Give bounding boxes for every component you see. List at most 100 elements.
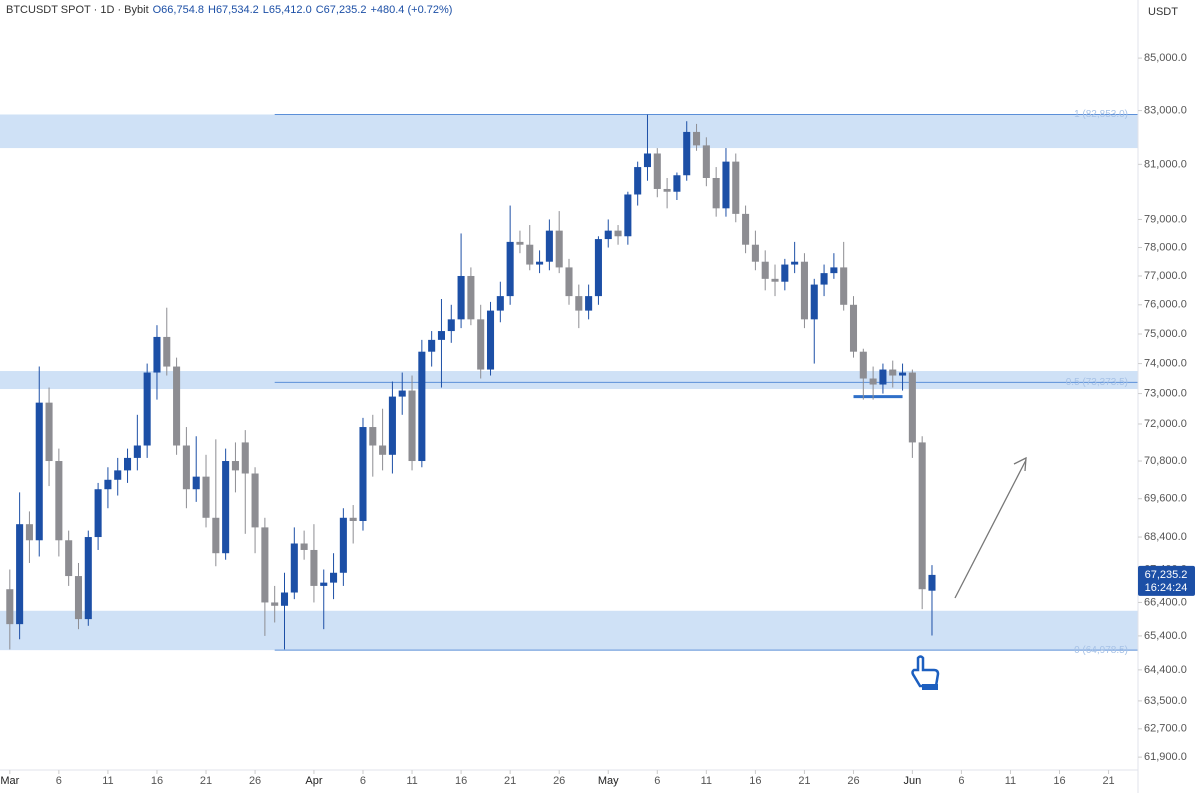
candle-body <box>555 230 563 268</box>
candle-body <box>114 470 122 480</box>
candle-body <box>349 517 357 521</box>
candle-body <box>506 241 514 297</box>
candle-body <box>879 369 887 385</box>
candle-body <box>545 230 553 262</box>
candle-body <box>712 177 720 209</box>
x-tick-label: Jun <box>903 775 921 787</box>
candle-body <box>771 278 779 282</box>
ohlc-value: +480.4 (+0.72%) <box>370 4 453 16</box>
x-tick-label: 11 <box>102 775 113 787</box>
y-tick-label: 76,000.0 <box>1144 299 1187 311</box>
x-tick-label: 6 <box>958 775 964 787</box>
x-tick-label: 26 <box>249 775 261 787</box>
y-tick-label: 61,900.0 <box>1144 751 1187 763</box>
candle-body <box>457 275 465 320</box>
ohlc-value: H67,534.2 <box>208 4 259 16</box>
candle-body <box>634 167 642 195</box>
x-tick-label: Mar <box>0 775 19 787</box>
candle-body <box>751 244 759 262</box>
candle-body <box>104 479 112 490</box>
candle-body <box>379 445 387 455</box>
candle-body <box>16 524 24 625</box>
candle-body <box>359 427 367 521</box>
fib-label: 0.5 (73,373.5) <box>1066 377 1128 388</box>
candle-body <box>467 275 475 320</box>
candle-body <box>437 331 445 340</box>
candle-body <box>398 390 406 397</box>
y-tick-label: 70,800.0 <box>1144 455 1187 467</box>
candle-body <box>74 576 83 620</box>
candle-body <box>35 402 43 541</box>
candle-body <box>271 602 279 606</box>
candle-body <box>643 153 652 168</box>
y-tick-label: 75,000.0 <box>1144 328 1187 340</box>
candle-body <box>722 161 730 209</box>
candle-body <box>251 473 259 528</box>
candle-body <box>388 396 396 455</box>
candle-body <box>280 592 289 606</box>
y-tick-label: 68,400.0 <box>1144 531 1187 543</box>
x-tick-label: 16 <box>749 775 761 787</box>
candle-body <box>899 372 907 376</box>
price-label-box <box>1138 565 1195 596</box>
candle-body <box>55 461 63 541</box>
candle-body <box>683 131 691 176</box>
price-label: 67,235.2 <box>1145 569 1188 581</box>
candle-body <box>594 239 602 297</box>
y-tick-label: 63,500.0 <box>1144 695 1187 707</box>
candle-body <box>918 442 926 590</box>
x-tick-label: 11 <box>406 775 417 787</box>
price-axis-bg <box>1138 0 1200 793</box>
x-tick-label: 21 <box>798 775 810 787</box>
y-tick-label: 81,000.0 <box>1144 158 1187 170</box>
candle-body <box>742 213 750 245</box>
candle-body <box>800 261 808 320</box>
candle-body <box>6 589 14 625</box>
ohlc-value: L65,412.0 <box>262 4 312 16</box>
candle-body <box>222 461 230 554</box>
candle-body <box>25 524 33 541</box>
candle-body <box>614 230 622 237</box>
candle-body <box>624 194 632 237</box>
candle-body <box>908 372 916 443</box>
x-tick-label: 21 <box>504 775 516 787</box>
candle-body <box>781 264 789 282</box>
header: BTCUSDT SPOT · 1D · Bybit O66,754.8 H67,53… <box>6 4 452 16</box>
candle-body <box>604 230 612 240</box>
x-tick-label: 21 <box>200 775 212 787</box>
x-tick-label: 26 <box>553 775 565 787</box>
fib-label: 1 (82,853.0) <box>1074 109 1128 120</box>
candle-body <box>761 261 769 279</box>
candle-body <box>702 145 710 178</box>
candle-body <box>565 267 573 297</box>
ohlc-value: C67,235.2 <box>315 4 367 16</box>
plot: 1 (82,853.0) 0.5 (73,373.5) 0 (64,978.5) <box>6 109 1138 656</box>
candle-body <box>124 457 132 471</box>
candle-body <box>477 319 485 370</box>
candle-body <box>330 572 338 583</box>
y-tick-label: 62,700.0 <box>1144 723 1187 735</box>
x-tick-label: 11 <box>701 775 712 787</box>
candle-body <box>840 267 848 305</box>
hand-icon <box>911 655 940 690</box>
candle-body <box>810 284 818 320</box>
y-tick-label: 64,400.0 <box>1144 664 1187 676</box>
candle-body <box>153 336 161 373</box>
y-tick-label: 73,000.0 <box>1144 387 1187 399</box>
x-tick-label: 6 <box>56 775 62 787</box>
x-tick-label: May <box>598 775 619 787</box>
y-unit: USDT <box>1148 6 1178 18</box>
candle-body <box>65 540 73 577</box>
x-tick-label: 16 <box>1053 775 1065 787</box>
candle-body <box>889 369 897 376</box>
y-tick-label: 69,600.0 <box>1144 493 1187 505</box>
candle-body <box>202 476 210 518</box>
candle-body <box>45 402 53 462</box>
x-tick-label: Apr <box>305 775 322 787</box>
arrow <box>954 459 1027 599</box>
candle-body <box>192 476 200 490</box>
candle-body <box>290 543 298 593</box>
candle-body <box>94 489 102 538</box>
